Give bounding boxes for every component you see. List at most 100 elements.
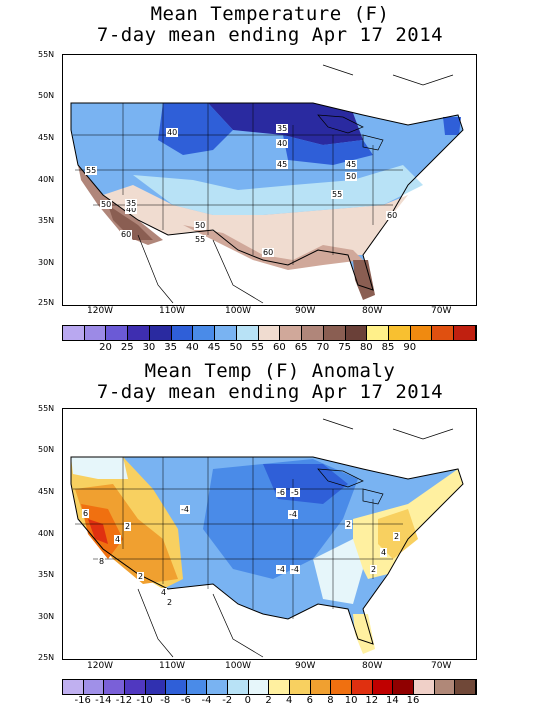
anomaly-colorbar <box>62 679 477 695</box>
colorbar-swatch <box>106 326 129 340</box>
colorbar-swatch <box>193 326 216 340</box>
contour-label: -5 <box>290 488 300 497</box>
contour-label: 50 <box>345 172 358 181</box>
contour-label: 55 <box>331 190 344 199</box>
colorbar-swatch <box>280 326 303 340</box>
colorbar-swatch <box>228 680 249 694</box>
contour-label: 4 <box>114 535 122 544</box>
contour-label: 2 <box>345 520 353 529</box>
colorbar-tick-label: 25 <box>120 342 134 353</box>
contour-label: 50 <box>194 221 207 230</box>
temperature-colorbar <box>62 325 477 341</box>
colorbar-swatch <box>63 326 85 340</box>
colorbar-tick-label: 6 <box>306 695 313 706</box>
contour-label: 2 <box>370 565 378 574</box>
colorbar-tick-label: 65 <box>294 342 308 353</box>
colorbar-tick-label: -8 <box>160 695 171 706</box>
colorbar-tick-label: 16 <box>406 695 420 706</box>
colorbar-tick-label: 0 <box>244 695 252 706</box>
colorbar-swatch <box>149 326 172 340</box>
contour-label: 55 <box>194 235 207 244</box>
lat-label: 45N <box>38 487 55 496</box>
colorbar-tick-label: 80 <box>359 342 373 353</box>
colorbar-swatch <box>236 326 259 340</box>
colorbar-swatch <box>310 680 332 694</box>
lon-label: 90W <box>295 306 316 316</box>
contour-label: 45 <box>345 160 358 169</box>
colorbar-swatch <box>145 680 167 694</box>
colorbar-swatch <box>351 680 373 694</box>
lon-label: 70W <box>431 661 452 671</box>
colorbar-tick-label: -6 <box>180 695 191 706</box>
lat-label: 55N <box>38 50 55 59</box>
colorbar-tick-label: 75 <box>338 342 351 353</box>
lon-label: 100W <box>225 306 252 316</box>
colorbar-swatch <box>345 326 368 340</box>
colorbar-swatch <box>434 680 456 694</box>
map-title: Mean Temperature (F) <box>150 3 390 25</box>
lat-label: 45N <box>38 133 55 142</box>
colorbar-tick-label: -4 <box>201 695 212 706</box>
contour-label: 2 <box>166 598 174 607</box>
colorbar-swatch <box>269 680 291 694</box>
colorbar-tick-label: 85 <box>381 342 395 353</box>
colorbar-swatch <box>124 680 146 694</box>
colorbar-swatch <box>63 680 84 694</box>
contour-label: 55 <box>85 166 98 175</box>
contour-label: 60 <box>262 248 275 257</box>
lat-label: 50N <box>38 91 55 100</box>
lon-label: 120W <box>87 661 114 671</box>
contour-label: -4 <box>290 565 300 574</box>
colorbar-swatch <box>367 326 390 340</box>
lon-label: 70W <box>431 306 452 316</box>
colorbar-tick-label: 30 <box>142 342 156 353</box>
contour-label: 60 <box>386 211 399 220</box>
colorbar-tick-label: 14 <box>386 695 399 706</box>
anomaly-map <box>62 408 477 660</box>
anomaly-colorbar-labels: -16 -14 -12 -10 -8 -6 -4 -2 0 2 4 6 8 10 12 14 16 <box>62 695 475 707</box>
lat-label: 30N <box>38 612 55 621</box>
colorbar-swatch <box>248 680 270 694</box>
contour-label: 60 <box>120 230 133 239</box>
contour-label: 50 <box>100 200 113 209</box>
colorbar-swatch <box>432 326 455 340</box>
colorbar-tick-label: -12 <box>115 695 133 706</box>
colorbar-swatch <box>331 680 352 694</box>
colorbar-swatch <box>413 680 435 694</box>
colorbar-swatch <box>258 326 281 340</box>
colorbar-tick-label: 50 <box>229 342 243 353</box>
contour-label: -4 <box>276 565 286 574</box>
colorbar-swatch <box>83 680 105 694</box>
colorbar-tick-label: 20 <box>99 342 112 353</box>
colorbar-swatch <box>128 326 150 340</box>
lat-label: 25N <box>38 653 55 662</box>
colorbar-tick-label: -14 <box>95 695 112 706</box>
contour-label: 6 <box>82 509 90 518</box>
lat-label: 25N <box>38 298 55 307</box>
map-subtitle: 7-day mean ending Apr 17 2014 <box>96 381 444 403</box>
lon-label: 110W <box>159 306 186 316</box>
colorbar-tick-label: -2 <box>222 695 233 706</box>
colorbar-tick-label: 10 <box>344 695 358 706</box>
contour-label: 45 <box>276 160 289 169</box>
contour-label: 35 <box>276 124 289 133</box>
lat-label: 50N <box>38 445 55 454</box>
colorbar-swatch <box>186 680 208 694</box>
colorbar-tick-label: 40 <box>186 342 199 353</box>
lon-label: 80W <box>362 661 383 671</box>
contour-label: 40 <box>166 128 179 137</box>
lon-label: 80W <box>362 306 383 316</box>
colorbar-swatch <box>455 680 476 694</box>
lon-label: 110W <box>159 661 186 671</box>
colorbar-tick-label: 55 <box>251 342 264 353</box>
colorbar-swatch <box>207 680 229 694</box>
colorbar-swatch <box>372 680 394 694</box>
colorbar-tick-label: 4 <box>285 695 293 706</box>
colorbar-swatch <box>393 680 414 694</box>
colorbar-tick-label: 8 <box>327 695 334 706</box>
colorbar-swatch <box>454 326 476 340</box>
contour-label: 4 <box>160 588 168 597</box>
lat-label: 40N <box>38 529 55 538</box>
lat-label: 30N <box>38 258 55 267</box>
contour-label: 2 <box>393 532 401 541</box>
